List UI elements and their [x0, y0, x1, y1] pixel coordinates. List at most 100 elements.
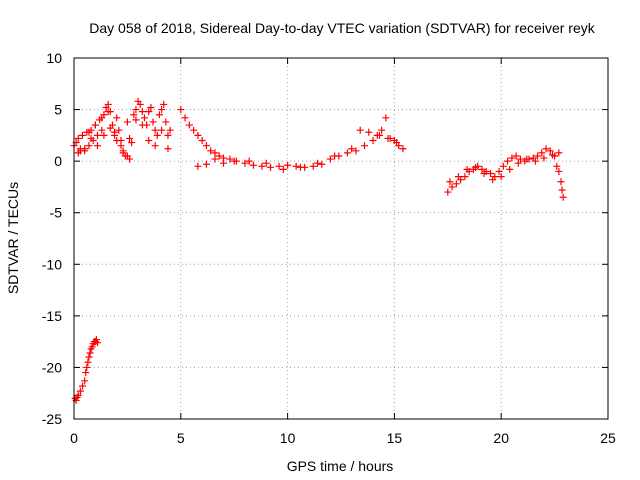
- data-point: [279, 165, 287, 173]
- data-point: [487, 170, 495, 178]
- data-point: [211, 155, 219, 163]
- y-tick-label: -25: [42, 411, 62, 427]
- data-point: [126, 134, 134, 142]
- series-segment-4: [444, 145, 567, 201]
- data-point: [177, 106, 185, 114]
- data-point: [128, 139, 136, 147]
- data-point: [393, 139, 401, 147]
- data-point: [546, 147, 554, 155]
- data-point: [132, 106, 140, 114]
- data-point: [82, 369, 90, 377]
- data-point: [211, 149, 219, 157]
- data-point: [478, 165, 486, 173]
- data-point: [384, 134, 392, 142]
- data-point: [104, 100, 112, 108]
- data-point: [399, 145, 407, 153]
- data-point: [181, 114, 189, 122]
- data-point: [548, 151, 556, 159]
- y-tick-label: 5: [54, 102, 62, 118]
- data-point: [98, 114, 106, 122]
- data-point: [113, 137, 121, 145]
- x-tick-label: 10: [280, 430, 296, 446]
- data-point: [145, 108, 153, 116]
- data-point: [185, 121, 193, 129]
- data-point: [85, 128, 93, 136]
- data-point: [76, 145, 84, 153]
- data-point: [88, 343, 96, 351]
- data-point: [207, 147, 215, 155]
- data-point: [130, 111, 138, 119]
- data-point: [158, 106, 166, 114]
- data-point: [151, 142, 159, 150]
- data-point: [461, 173, 469, 181]
- y-tick-label: -10: [42, 256, 62, 272]
- data-point: [140, 114, 148, 122]
- data-point: [365, 128, 373, 136]
- data-point: [258, 162, 266, 170]
- data-point: [113, 114, 121, 122]
- data-point: [314, 159, 322, 167]
- data-point: [74, 149, 82, 157]
- data-point: [558, 186, 566, 194]
- data-point: [448, 183, 456, 191]
- y-tick-label: -15: [42, 308, 62, 324]
- data-point: [119, 149, 127, 157]
- data-point: [375, 131, 383, 139]
- data-point: [245, 157, 253, 165]
- data-point: [326, 155, 334, 163]
- data-point: [91, 121, 99, 129]
- data-point: [454, 173, 462, 181]
- data-point: [523, 155, 531, 163]
- data-point: [83, 363, 91, 371]
- data-point: [241, 159, 249, 167]
- data-point: [164, 131, 172, 139]
- data-point: [98, 126, 106, 134]
- data-point: [123, 118, 131, 126]
- data-point: [360, 142, 368, 150]
- data-point: [162, 118, 170, 126]
- data-point: [79, 382, 87, 390]
- data-point: [86, 349, 94, 357]
- data-point: [516, 155, 524, 163]
- data-point: [249, 161, 257, 169]
- data-point: [164, 145, 172, 153]
- data-point: [463, 165, 471, 173]
- data-point: [81, 147, 89, 155]
- data-point: [85, 353, 93, 361]
- data-point: [117, 142, 125, 150]
- y-tick-label: 0: [54, 153, 62, 169]
- data-point: [542, 145, 550, 153]
- data-point: [538, 149, 546, 157]
- data-point: [198, 137, 206, 145]
- data-point: [378, 126, 386, 134]
- data-point: [215, 152, 223, 160]
- x-tick-label: 20: [493, 430, 509, 446]
- data-point: [145, 137, 153, 145]
- data-point: [497, 173, 505, 181]
- data-point: [74, 391, 82, 399]
- data-point: [557, 178, 565, 186]
- data-point: [151, 126, 159, 134]
- data-point: [132, 116, 140, 124]
- data-point: [138, 121, 146, 129]
- data-point: [356, 126, 364, 134]
- data-point: [555, 149, 563, 157]
- data-point: [559, 193, 567, 201]
- data-point: [531, 157, 539, 165]
- series-segment-1: [71, 336, 101, 404]
- data-point: [275, 162, 283, 170]
- data-point: [194, 131, 202, 139]
- data-point: [87, 134, 95, 142]
- data-point: [499, 162, 507, 170]
- data-point: [348, 145, 356, 153]
- x-tick-label: 15: [387, 430, 403, 446]
- data-point: [76, 387, 84, 395]
- data-point: [267, 163, 275, 171]
- data-point: [111, 128, 119, 136]
- data-point: [202, 142, 210, 150]
- data-point: [106, 124, 114, 132]
- x-tick-label: 0: [70, 430, 78, 446]
- data-point: [153, 131, 161, 139]
